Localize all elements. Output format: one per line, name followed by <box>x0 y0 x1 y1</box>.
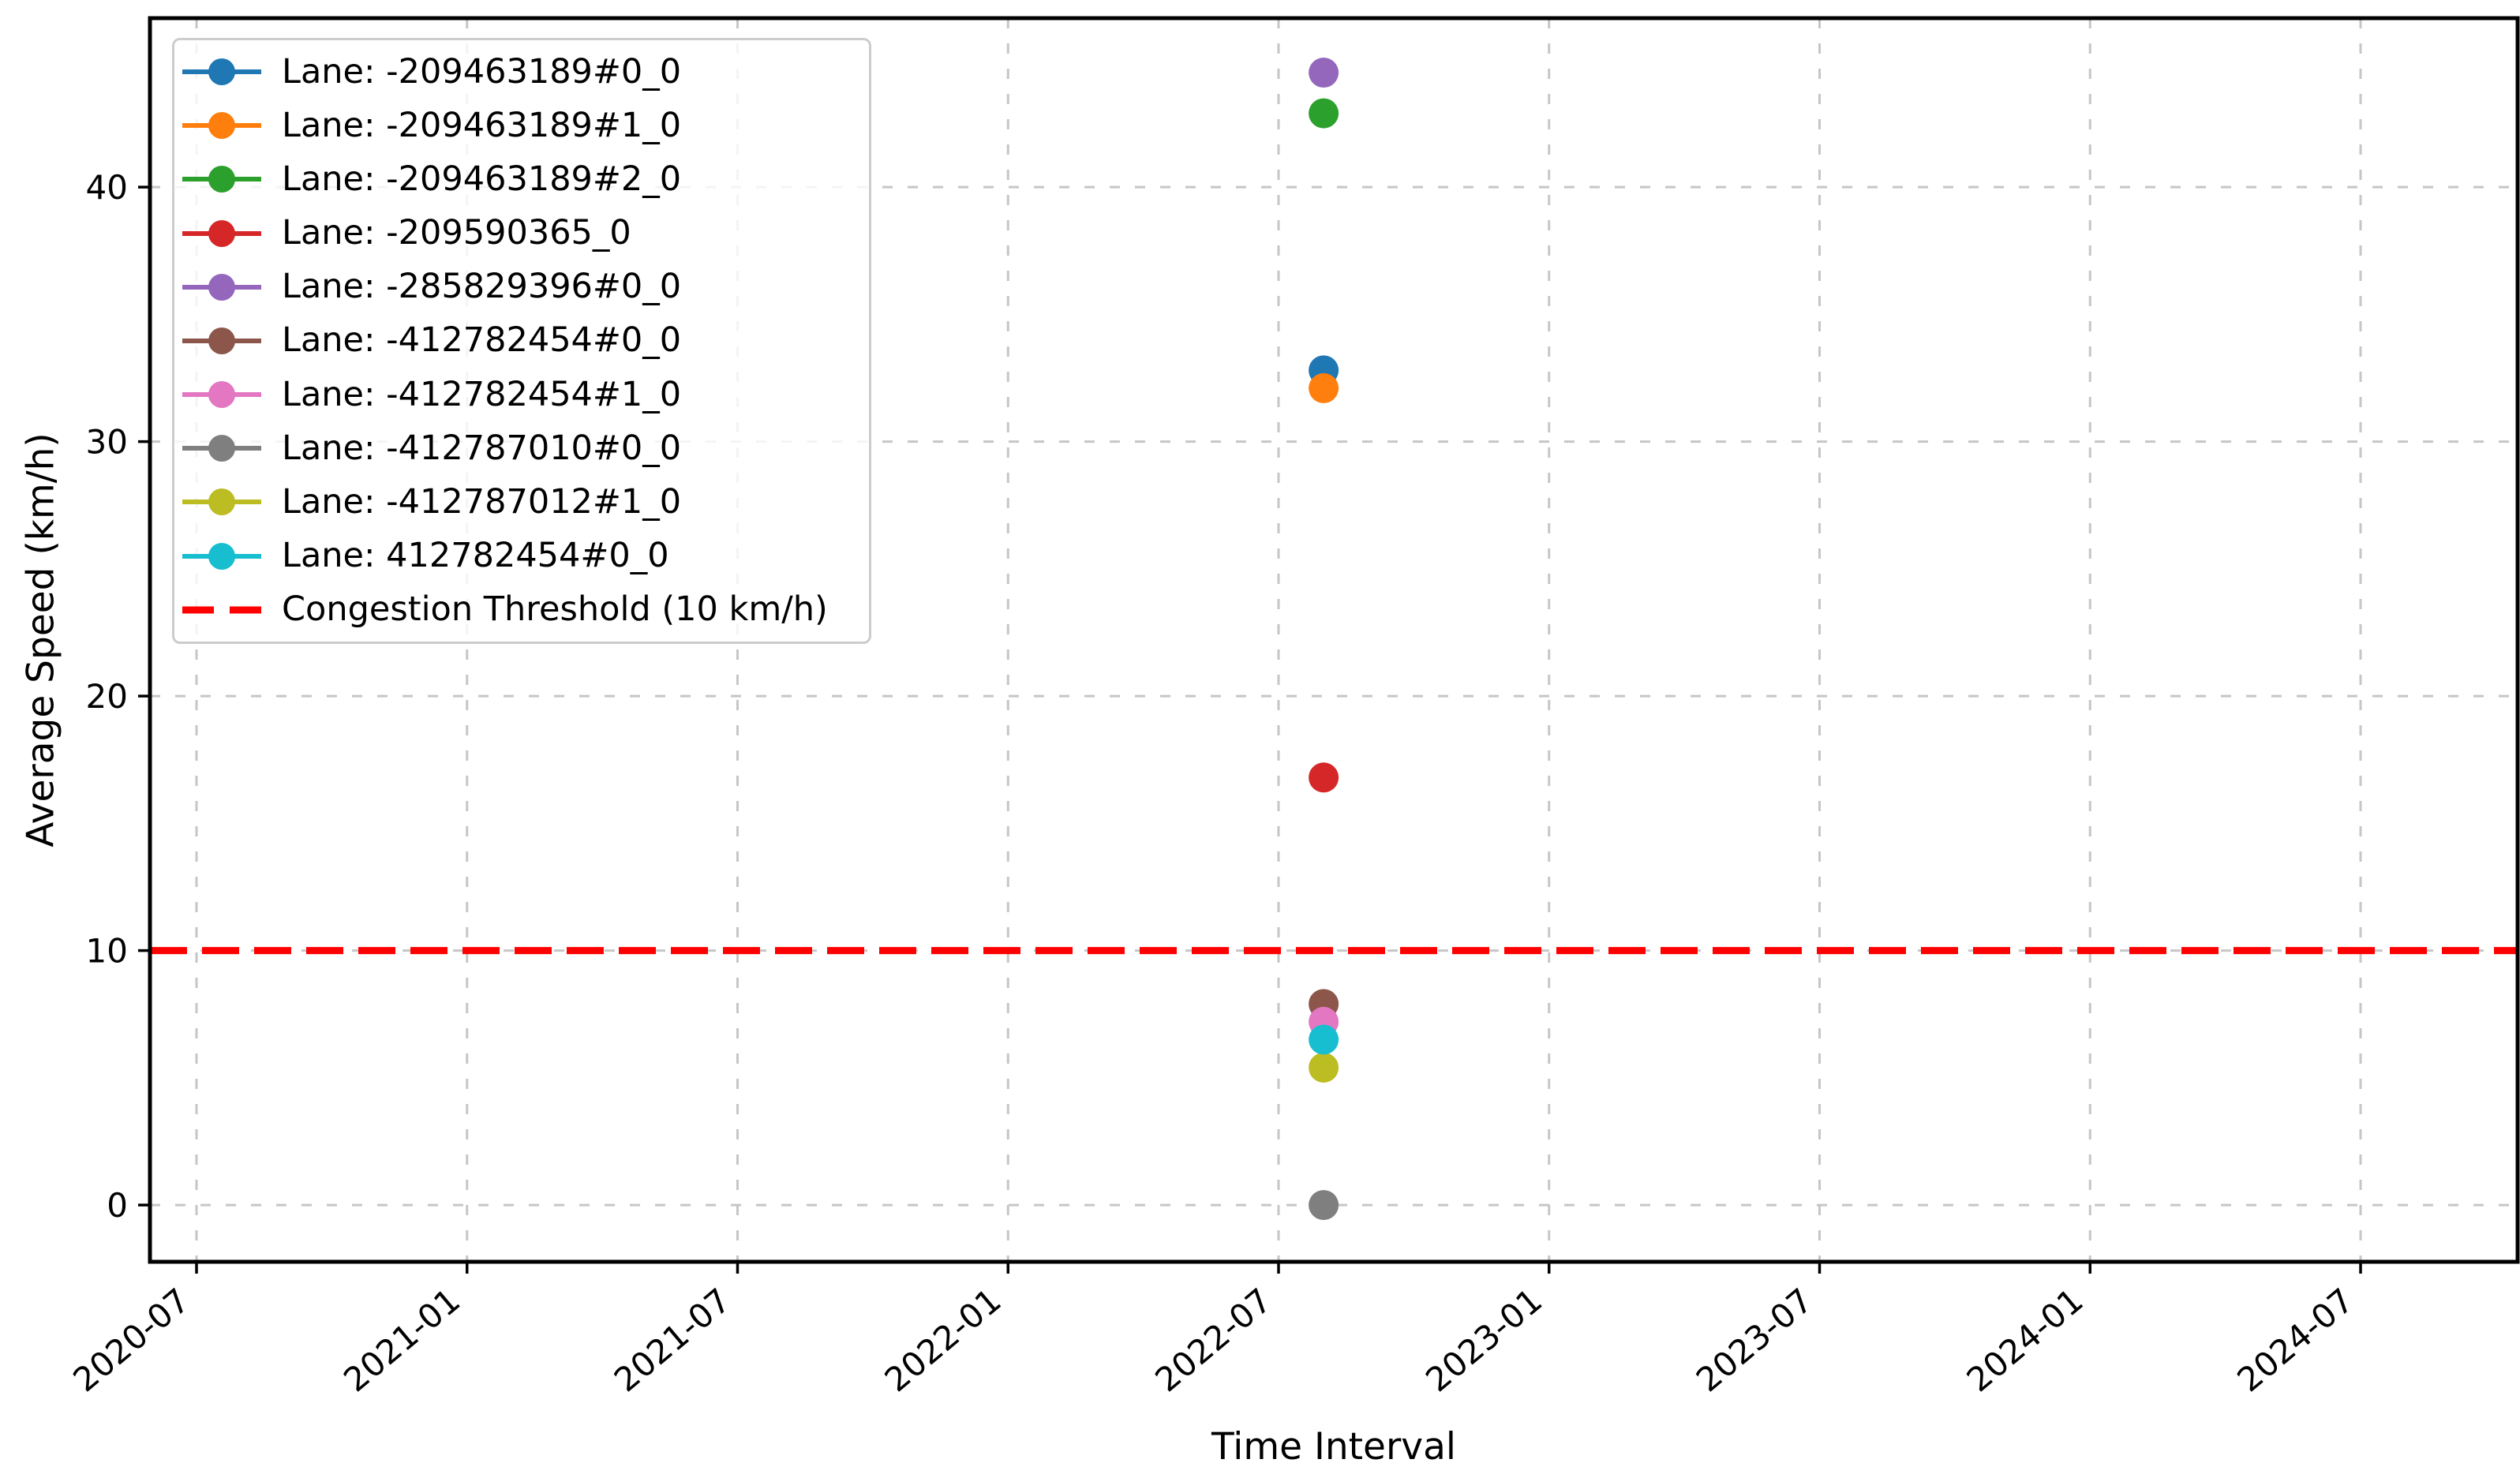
legend-row-lane-7: Lane: -412787010#0_0 <box>182 424 853 473</box>
legend-marker-icon <box>182 112 261 140</box>
x-tick-label: 2023-01 <box>1418 1281 1549 1399</box>
legend-marker-icon <box>182 219 261 247</box>
legend-row-lane-8: Lane: -412787012#1_0 <box>182 477 853 526</box>
scatter-point <box>1309 372 1339 403</box>
legend-row-lane-9: Lane: 412782454#0_0 <box>182 532 853 581</box>
x-tick-label: 2024-01 <box>1960 1281 2091 1399</box>
y-tick-label: 30 <box>86 423 128 462</box>
legend-label: Lane: -209463189#2_0 <box>282 159 682 199</box>
x-tick-label: 2021-07 <box>607 1281 738 1399</box>
legend-label: Lane: -209463189#0_0 <box>282 51 682 92</box>
legend-label: Lane: -412782454#1_0 <box>282 374 682 414</box>
scatter-point <box>1309 1024 1339 1055</box>
scatter-point <box>1309 98 1339 129</box>
legend-label: Lane: -412787012#1_0 <box>282 481 682 522</box>
legend-marker-icon <box>182 273 261 301</box>
x-tick-label: 2022-07 <box>1148 1281 1279 1399</box>
legend-row-lane-4: Lane: -285829396#0_0 <box>182 263 853 312</box>
legend-marker-icon <box>182 606 261 614</box>
legend-row-lane-6: Lane: -412782454#1_0 <box>182 370 853 419</box>
y-axis-title: Average Speed (km/h) <box>19 432 63 848</box>
legend-label: Lane: -209590365_0 <box>282 213 631 253</box>
legend-label: Lane: -412787010#0_0 <box>282 428 682 468</box>
legend-marker-icon <box>182 435 261 462</box>
legend-row-lane-0: Lane: -209463189#0_0 <box>182 47 853 96</box>
y-tick-label: 40 <box>86 168 128 207</box>
x-tick-label: 2022-01 <box>878 1281 1009 1399</box>
legend-row-lane-1: Lane: -209463189#1_0 <box>182 101 853 150</box>
legend-row-lane-5: Lane: -412782454#0_0 <box>182 316 853 365</box>
y-tick-label: 20 <box>86 677 128 716</box>
legend-label: Lane: -209463189#1_0 <box>282 105 682 145</box>
legend-marker-icon <box>182 327 261 354</box>
scatter-point <box>1309 762 1339 793</box>
legend-label: Lane: -412782454#0_0 <box>282 320 682 361</box>
legend-row-lane-3: Lane: -209590365_0 <box>182 209 853 258</box>
legend-label: Congestion Threshold (10 km/h) <box>282 589 828 630</box>
legend-marker-icon <box>182 488 261 516</box>
legend-marker-icon <box>182 381 261 409</box>
x-tick-label: 2020-07 <box>66 1281 197 1399</box>
legend-label: Lane: -285829396#0_0 <box>282 267 682 307</box>
x-tick-label: 2024-07 <box>2230 1281 2361 1399</box>
legend-marker-icon <box>182 58 261 86</box>
x-axis-title: Time Interval <box>1211 1425 1456 1469</box>
y-tick-label: 0 <box>107 1186 128 1225</box>
legend-row-threshold: Congestion Threshold (10 km/h) <box>182 586 853 634</box>
scatter-point <box>1309 58 1339 88</box>
legend: Lane: -209463189#0_0 Lane: -209463189#1_0… <box>172 38 871 644</box>
legend-marker-icon <box>182 542 261 570</box>
scatter-point <box>1309 1052 1339 1083</box>
x-tick-label: 2021-01 <box>336 1281 467 1399</box>
legend-row-lane-2: Lane: -209463189#2_0 <box>182 155 853 204</box>
x-tick-label: 2023-07 <box>1689 1281 1820 1399</box>
legend-label: Lane: 412782454#0_0 <box>282 536 669 576</box>
legend-marker-icon <box>182 166 261 193</box>
scatter-point <box>1309 1190 1339 1221</box>
plot-frame <box>148 16 2520 1264</box>
y-tick-label: 10 <box>86 932 128 971</box>
